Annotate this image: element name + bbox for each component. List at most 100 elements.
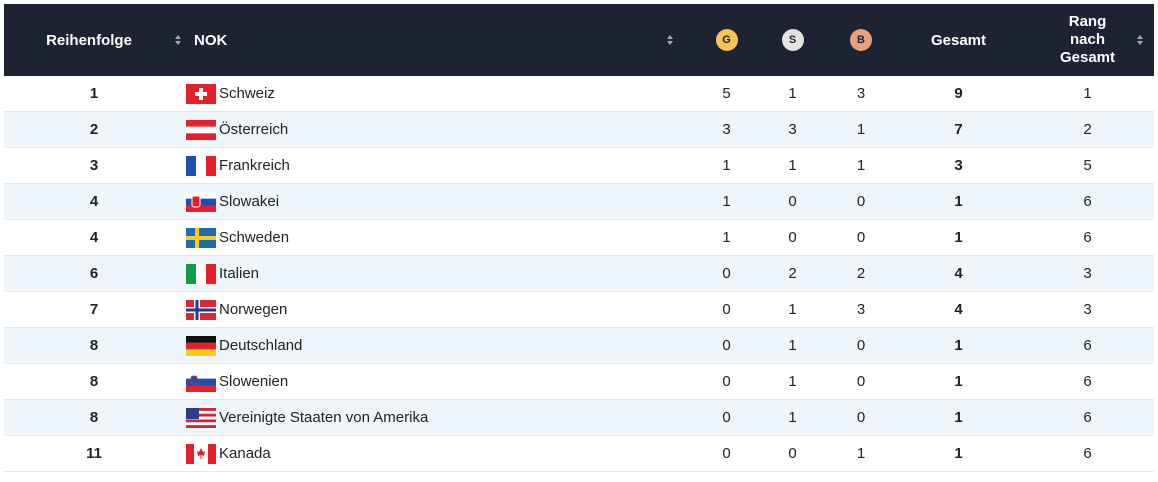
flag <box>186 263 216 284</box>
gold: 0 <box>722 445 731 462</box>
bronze-cell: 3 <box>826 291 896 328</box>
total-cell: 7 <box>896 111 1021 148</box>
table-row: 4 Schweden 1 0 0 1 6 <box>4 219 1154 256</box>
header-cell[interactable]: Reihenfolge <box>4 4 184 76</box>
rank-cell: 8 <box>4 327 184 364</box>
header-text: NOK <box>194 31 228 49</box>
total: 1 <box>954 229 963 246</box>
header-row: Reihenfolge NOK G S B Gesamt Rang nach G… <box>4 4 1154 76</box>
rank-by-total-cell: 6 <box>1021 363 1154 400</box>
flag-part <box>186 407 216 411</box>
rank: 2 <box>89 121 99 138</box>
flag <box>186 155 216 176</box>
rank-cell: 2 <box>4 111 184 148</box>
country-name: Norwegen <box>219 301 288 318</box>
flag-part <box>186 418 216 422</box>
gold-cell: 0 <box>694 255 759 292</box>
gold: 1 <box>722 193 731 210</box>
rank-by-total: 1 <box>1083 85 1092 102</box>
bronze: 0 <box>856 373 866 390</box>
total-cell: 1 <box>896 399 1021 436</box>
flag <box>186 119 216 140</box>
silver-cell: 1 <box>759 327 826 364</box>
total: 1 <box>954 409 963 426</box>
country-cell: Italien <box>184 255 694 292</box>
flag <box>186 299 216 320</box>
total: 1 <box>954 337 963 354</box>
bronze: 1 <box>856 121 866 138</box>
flag <box>186 83 216 104</box>
rank-by-total: 6 <box>1083 337 1092 354</box>
flag-part <box>186 421 216 425</box>
flag-part <box>186 413 216 417</box>
flag-part <box>186 198 216 206</box>
country: Frankreich <box>184 155 694 176</box>
rank: 8 <box>89 373 99 390</box>
flag-part <box>186 443 194 464</box>
header-cell[interactable]: Rang nach Gesamt <box>1021 4 1154 76</box>
silver: 2 <box>788 265 797 282</box>
country-name: Slowakei <box>219 193 280 210</box>
country-name: Schweiz <box>219 85 275 102</box>
rank-cell: 3 <box>4 147 184 184</box>
header-cell[interactable]: S <box>759 4 826 76</box>
rank-by-total-cell: 3 <box>1021 291 1154 328</box>
gold-cell: 3 <box>694 111 759 148</box>
flag-part <box>197 447 205 459</box>
country-cell: Slowakei <box>184 183 694 220</box>
bronze: 3 <box>856 301 866 318</box>
header-cell[interactable]: Gesamt <box>896 4 1021 76</box>
gold-cell: 1 <box>694 183 759 220</box>
bronze-cell: 0 <box>826 363 896 400</box>
total-cell: 9 <box>896 76 1021 112</box>
flag-part <box>208 443 216 464</box>
flag-part <box>196 155 207 176</box>
gold-cell: 1 <box>694 147 759 184</box>
flag-part <box>206 263 216 284</box>
header-cell[interactable]: NOK <box>184 4 694 76</box>
total: 1 <box>954 373 963 390</box>
silver-cell: 1 <box>759 76 826 112</box>
table-row: 8 Vereinigte Staaten von Amerika 0 1 0 1 6 <box>4 399 1154 436</box>
flag-part <box>186 191 216 199</box>
table-row: 8 Slowenien 0 1 0 1 6 <box>4 363 1154 400</box>
flag-part <box>190 375 198 384</box>
silver-badge: S <box>781 29 804 51</box>
flag-part <box>186 424 216 428</box>
country: Kanada <box>184 443 694 464</box>
flag-part <box>186 132 216 140</box>
rank-by-total-cell: 6 <box>1021 183 1154 220</box>
country-cell: Deutschland <box>184 327 694 364</box>
rank-by-total: 6 <box>1083 229 1092 246</box>
rank: 8 <box>89 337 99 354</box>
header-cell[interactable]: B <box>826 4 896 76</box>
table-row: 1 Schweiz 5 1 3 9 1 <box>4 76 1154 112</box>
gold-cell: 5 <box>694 76 759 112</box>
flag-part <box>186 335 216 343</box>
rank-cell: 7 <box>4 291 184 328</box>
gold: 3 <box>722 121 731 138</box>
gold-cell: 0 <box>694 399 759 436</box>
bronze-cell: 0 <box>826 327 896 364</box>
country: Slowakei <box>184 191 694 212</box>
gold: 1 <box>722 229 731 246</box>
rank-by-total: 6 <box>1083 193 1092 210</box>
country-cell: Kanada <box>184 435 694 472</box>
rank: 4 <box>89 229 99 246</box>
country-name: Schweden <box>219 229 290 246</box>
flag-part <box>186 155 197 176</box>
bronze: 1 <box>856 157 866 174</box>
silver-cell: 0 <box>759 183 826 220</box>
flag <box>186 371 216 392</box>
flag-part <box>186 235 216 240</box>
country: Norwegen <box>184 299 694 320</box>
rank: 4 <box>89 193 99 210</box>
rank-by-total: 6 <box>1083 445 1092 462</box>
header-cell[interactable]: G <box>694 4 759 76</box>
rank-by-total: 3 <box>1083 265 1092 282</box>
header-text: Rang nach Gesamt <box>1059 13 1116 66</box>
rank: 3 <box>89 157 99 174</box>
rank-by-total-cell: 6 <box>1021 219 1154 256</box>
total-cell: 1 <box>896 327 1021 364</box>
